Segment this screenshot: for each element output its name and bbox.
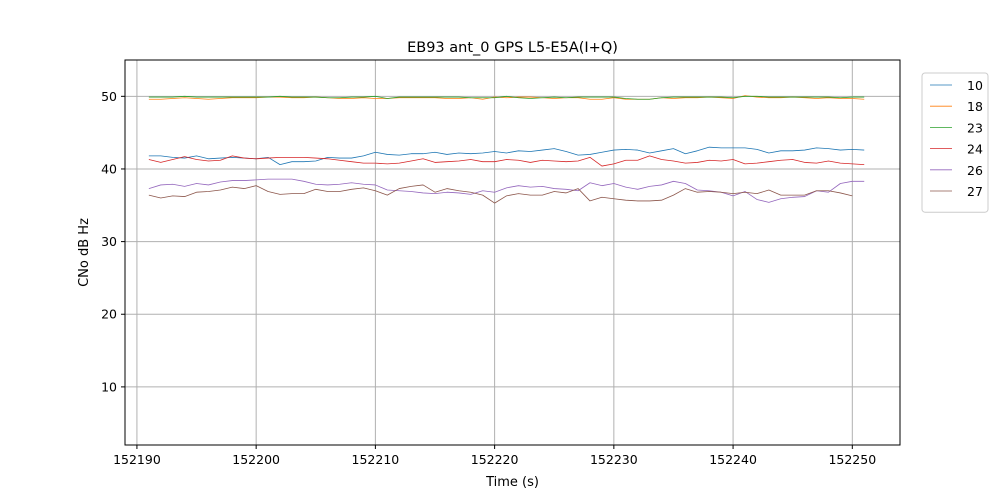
legend-label-27: 27 xyxy=(967,184,983,199)
legend-box xyxy=(921,72,989,213)
x-tick-label: 152220 xyxy=(471,452,519,467)
legend-label-24: 24 xyxy=(967,142,983,157)
y-tick-label: 10 xyxy=(101,379,117,394)
chart-title: EB93 ant_0 GPS L5-E5A(I+Q) xyxy=(407,40,618,56)
y-tick-label: 30 xyxy=(101,234,117,249)
legend-label-23: 23 xyxy=(967,120,983,135)
x-axis-ticks: 152190 152200 152210 152220 152230 152240 1522… xyxy=(113,445,876,467)
series-line-10 xyxy=(148,146,865,166)
y-axis-ticks: 10 20 30 40 50 xyxy=(101,89,125,394)
series-line-23 xyxy=(148,95,865,100)
plot-area-frame xyxy=(124,59,901,446)
series-line-26 xyxy=(148,178,865,203)
x-tick-label: 152200 xyxy=(232,452,280,467)
x-tick-label: 152210 xyxy=(352,452,400,467)
x-tick-label: 152250 xyxy=(828,452,876,467)
y-axis-label: CNo dB Hz xyxy=(77,218,92,287)
grid-lines xyxy=(125,60,900,445)
y-tick-label: 20 xyxy=(101,307,117,322)
legend-label-18: 18 xyxy=(967,99,983,114)
x-tick-label: 152230 xyxy=(590,452,638,467)
legend-label-10: 10 xyxy=(967,78,983,93)
x-axis-label: Time (s) xyxy=(485,475,539,490)
y-tick-label: 50 xyxy=(101,89,117,104)
x-tick-label: 152190 xyxy=(113,452,161,467)
series-lines xyxy=(148,95,865,204)
series-line-27 xyxy=(148,184,853,204)
legend: 10 18 23 24 26 27 xyxy=(921,72,989,213)
y-tick-label: 40 xyxy=(101,161,117,176)
x-tick-label: 152240 xyxy=(709,452,757,467)
series-line-24 xyxy=(148,155,865,167)
legend-label-26: 26 xyxy=(967,163,983,178)
